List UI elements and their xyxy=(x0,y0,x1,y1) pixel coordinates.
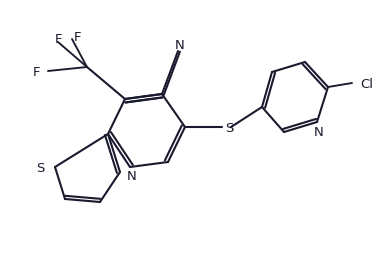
Text: F: F xyxy=(32,65,40,78)
Text: F: F xyxy=(54,32,62,45)
Text: S: S xyxy=(225,121,233,134)
Text: S: S xyxy=(36,161,44,174)
Text: Cl: Cl xyxy=(360,77,373,90)
Text: F: F xyxy=(73,30,81,43)
Text: N: N xyxy=(314,125,324,138)
Text: N: N xyxy=(127,170,137,183)
Text: N: N xyxy=(175,38,185,51)
